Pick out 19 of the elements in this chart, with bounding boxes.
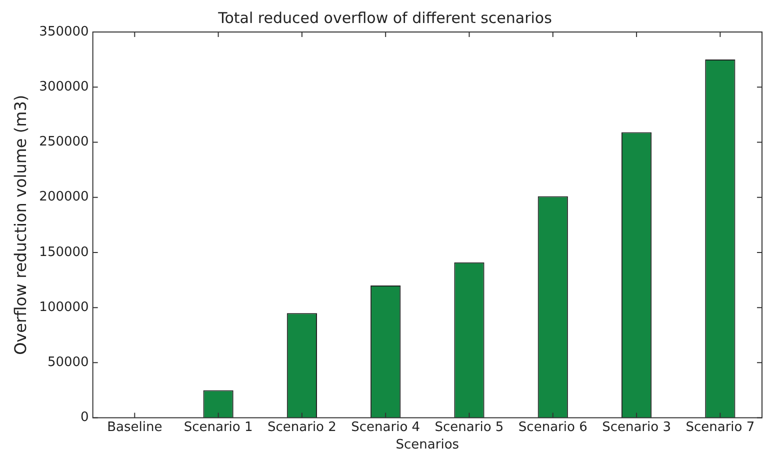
y-tick-label: 250000 xyxy=(39,134,89,150)
y-tick-label: 100000 xyxy=(39,300,89,315)
y-tick-label: 200000 xyxy=(39,190,89,205)
x-tick-label: Scenario 3 xyxy=(602,420,671,435)
y-tick-label: 150000 xyxy=(39,244,89,260)
x-tick-label: Scenario 2 xyxy=(267,420,336,435)
x-tick-label: Baseline xyxy=(107,420,162,435)
x-tick-label: Scenario 6 xyxy=(518,420,588,435)
x-tick-label: Scenario 4 xyxy=(351,420,420,435)
chart-title: Total reduced overflow of different scenarios xyxy=(217,8,552,27)
x-axis-title: Scenarios xyxy=(396,438,460,453)
y-axis-title: Overflow reduction volume (m3) xyxy=(10,94,30,355)
y-tick-label: 300000 xyxy=(39,79,89,94)
x-tick-label: Scenario 1 xyxy=(184,420,253,435)
y-tick-label: 0 xyxy=(80,410,89,426)
x-tick-label: Scenario 7 xyxy=(686,420,755,435)
x-tick-label: Scenario 5 xyxy=(434,420,504,435)
y-tick-label: 50000 xyxy=(47,355,89,370)
y-tick-label: 350000 xyxy=(39,24,89,40)
